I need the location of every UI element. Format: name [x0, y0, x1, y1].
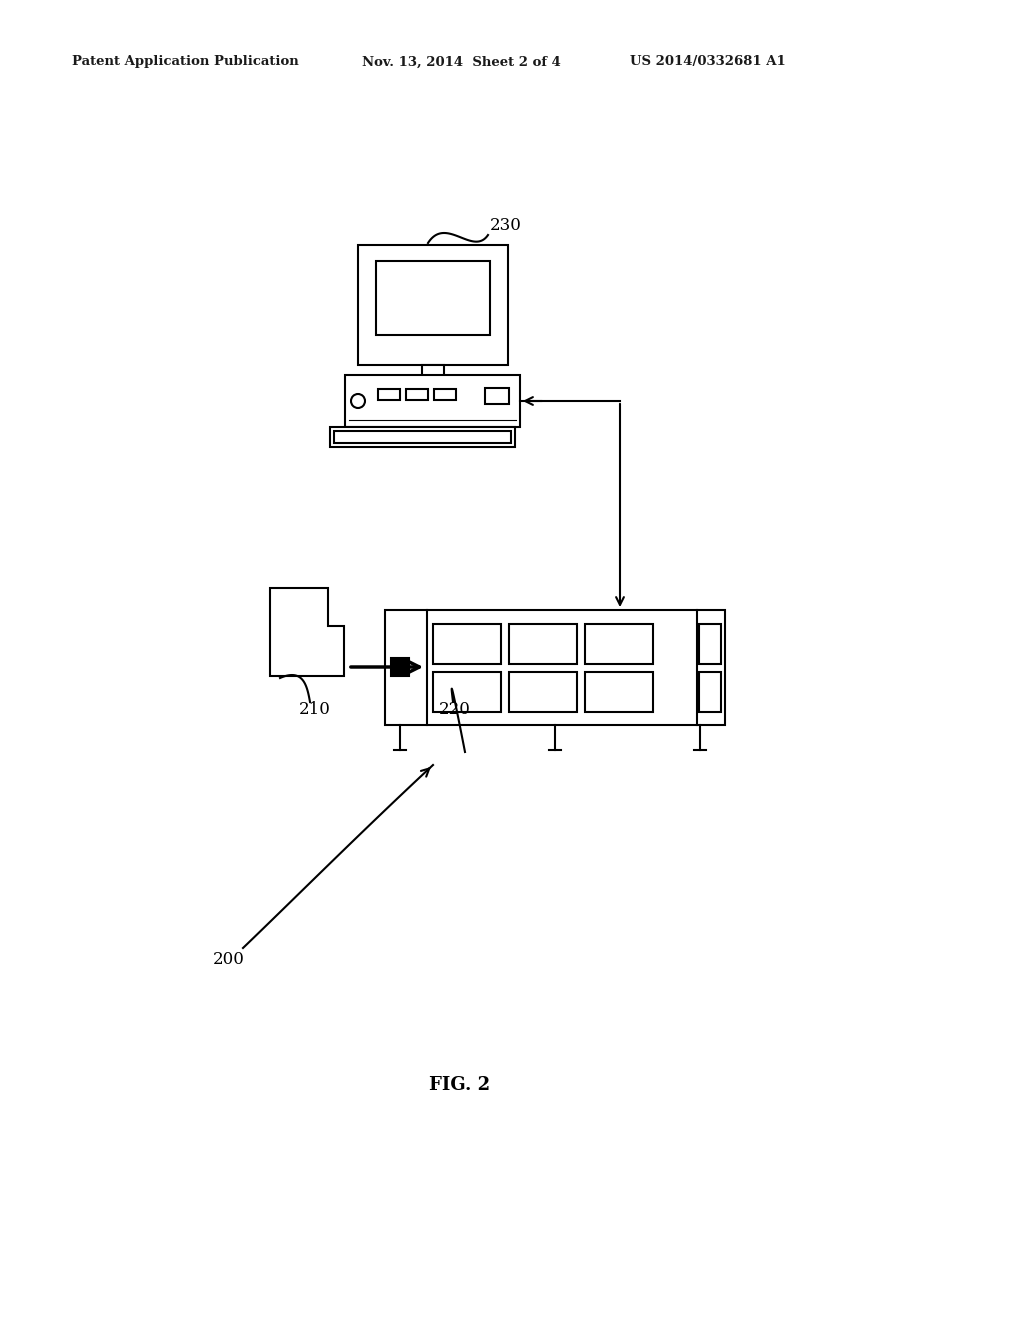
Polygon shape: [270, 587, 344, 676]
Bar: [699, 672, 721, 711]
Bar: [585, 624, 653, 664]
Text: 200: 200: [213, 952, 245, 969]
Text: 230: 230: [490, 216, 522, 234]
Bar: [434, 389, 456, 400]
Bar: [485, 388, 509, 404]
Bar: [422, 366, 444, 379]
Bar: [385, 610, 725, 725]
Text: 210: 210: [299, 701, 331, 718]
Text: Nov. 13, 2014  Sheet 2 of 4: Nov. 13, 2014 Sheet 2 of 4: [362, 55, 561, 69]
Bar: [378, 389, 400, 400]
Bar: [358, 246, 508, 366]
Text: FIG. 2: FIG. 2: [429, 1076, 490, 1094]
Bar: [345, 375, 520, 426]
Bar: [391, 657, 409, 676]
Bar: [334, 432, 511, 444]
Bar: [585, 672, 653, 711]
Bar: [376, 261, 490, 335]
Bar: [433, 624, 501, 664]
Text: Patent Application Publication: Patent Application Publication: [72, 55, 299, 69]
Text: 220: 220: [439, 701, 471, 718]
Text: US 2014/0332681 A1: US 2014/0332681 A1: [630, 55, 785, 69]
Bar: [433, 672, 501, 711]
Bar: [699, 624, 721, 664]
Bar: [406, 389, 428, 400]
Bar: [509, 624, 577, 664]
Bar: [509, 672, 577, 711]
Circle shape: [351, 393, 365, 408]
Bar: [330, 426, 515, 447]
